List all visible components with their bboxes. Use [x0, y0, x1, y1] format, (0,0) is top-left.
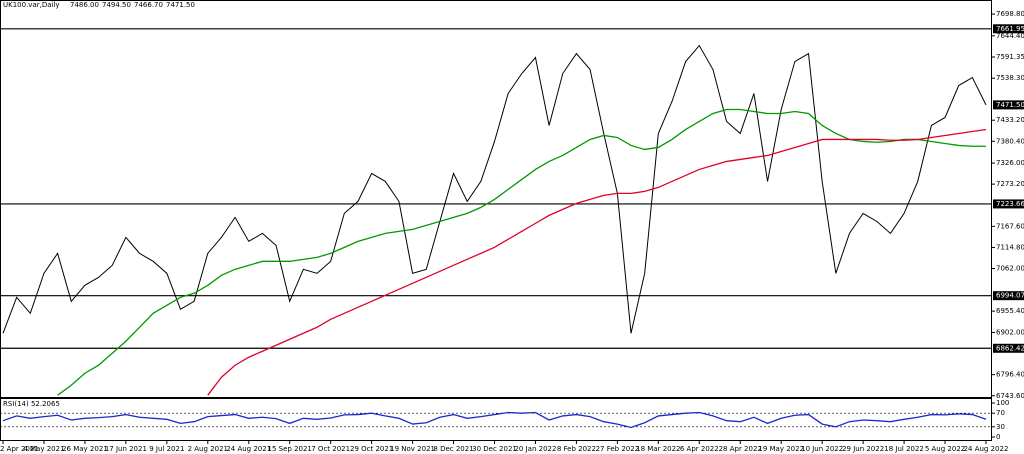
x-tick-label: 8 Feb 2022: [557, 445, 596, 453]
x-tick-label: 24 Aug 2022: [964, 445, 1009, 453]
x-tick-label: 2 Aug 2021: [188, 445, 228, 453]
chart-title: UK100.var,Daily: [3, 1, 60, 9]
level-label-bg: [993, 343, 1024, 353]
y-tick-label: 100: [996, 399, 1009, 407]
y-tick-label: 7114.80: [996, 243, 1024, 251]
y-tick-label: 70: [996, 409, 1005, 417]
y-tick-label: 7273.20: [996, 180, 1024, 188]
series-line: [57, 108, 986, 396]
level-label: 6862.42: [996, 344, 1024, 352]
x-tick-label: 9 Jul 2021: [149, 445, 184, 453]
y-tick-label: 6955.40: [996, 307, 1024, 315]
level-label-bg: [993, 291, 1024, 301]
y-tick-label: 7380.40: [996, 137, 1024, 145]
x-tick-label: 10 Jun 2022: [801, 445, 843, 453]
x-tick-label: 19 Nov 2021: [390, 445, 435, 453]
y-tick-label: 7326.00: [996, 159, 1024, 167]
x-tick-label: 19 May 2022: [758, 445, 804, 453]
x-tick-label: 29 Oct 2021: [350, 445, 393, 453]
level-label-bg: [993, 24, 1024, 34]
y-tick-label: 30: [996, 423, 1005, 431]
x-tick-label: 15 Sep 2021: [268, 445, 312, 453]
level-label-bg: [993, 199, 1024, 209]
last-price-label: 7471.50: [996, 101, 1024, 109]
x-tick-label: 30 Dec 2021: [472, 445, 517, 453]
level-label: 6994.07: [996, 292, 1024, 300]
y-tick-label: 7062.00: [996, 265, 1024, 273]
x-tick-label: 7 Oct 2021: [311, 445, 350, 453]
x-tick-label: 26 May 2021: [62, 445, 108, 453]
y-tick-label: 7167.60: [996, 222, 1024, 230]
x-tick-label: 2 Apr 2021: [0, 445, 39, 453]
level-label: 7661.95: [996, 25, 1024, 33]
rsi-title: RSI(14) 52.2065: [3, 400, 60, 408]
y-tick-label: 7644.40: [996, 32, 1024, 40]
y-tick-label: 0: [996, 433, 1000, 441]
y-tick-label: 7698.80: [996, 10, 1024, 18]
x-tick-label: 5 Aug 2022: [925, 445, 965, 453]
y-tick-label: 7591.35: [996, 53, 1024, 61]
last-price-bg: [993, 100, 1024, 110]
y-tick-label: 6743.60: [996, 392, 1024, 400]
header-value: 7486.00: [70, 1, 99, 9]
x-tick-label: 6 Apr 2022: [680, 445, 719, 453]
x-tick-label: 20 Jan 2022: [514, 445, 556, 453]
x-tick-label: 8 Dec 2021: [433, 445, 473, 453]
y-tick-label: 7433.20: [996, 116, 1024, 124]
level-label: 7223.66: [996, 200, 1024, 208]
x-tick-label: 18 Mar 2022: [636, 445, 680, 453]
rsi-panel: [0, 398, 992, 441]
series-line: [2, 44, 987, 334]
y-tick-label: 6902.00: [996, 328, 1024, 336]
x-tick-label: 4 May 2021: [23, 445, 64, 453]
series-line: [2, 411, 987, 429]
header-value: 7471.50: [166, 1, 195, 9]
x-tick-label: 29 Jun 2022: [842, 445, 884, 453]
x-tick-label: 18 Jul 2022: [884, 445, 924, 453]
y-tick-label: 6796.40: [996, 371, 1024, 379]
y-tick-label: 7538.30: [996, 74, 1024, 82]
x-tick-label: 28 Apr 2022: [719, 445, 762, 453]
header-value: 7494.50: [102, 1, 131, 9]
x-tick-label: 24 Aug 2021: [226, 445, 271, 453]
x-tick-label: 27 Feb 2022: [596, 445, 640, 453]
header-value: 7466.70: [134, 1, 163, 9]
series-line: [207, 128, 987, 396]
x-tick-label: 17 Jun 2021: [105, 445, 147, 453]
